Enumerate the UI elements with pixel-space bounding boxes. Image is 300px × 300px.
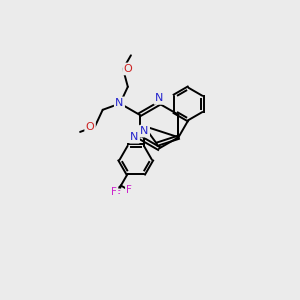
Text: F: F	[116, 190, 122, 200]
Text: O: O	[86, 122, 94, 131]
Text: N: N	[115, 98, 124, 108]
Text: N: N	[155, 93, 163, 103]
Text: F: F	[111, 187, 117, 197]
Text: N: N	[130, 132, 139, 142]
Text: F: F	[126, 185, 132, 195]
Text: N: N	[140, 126, 148, 136]
Text: O: O	[124, 64, 132, 74]
